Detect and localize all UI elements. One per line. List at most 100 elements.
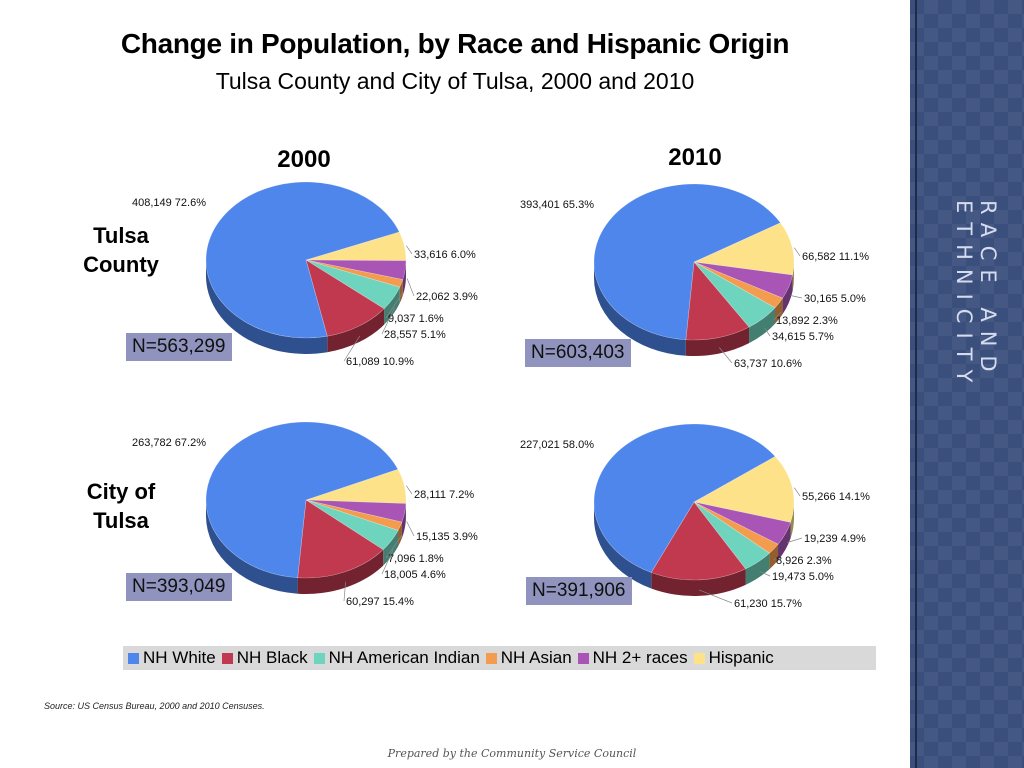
sidebar-panel <box>910 0 1024 768</box>
legend-swatch <box>485 652 497 664</box>
data-label-nh-american-indian: 18,005 4.6% <box>384 569 446 581</box>
data-label-nh-2-races: 22,062 3.9% <box>416 291 478 303</box>
pie-slice-nh-asian <box>693 501 779 554</box>
pie-slice-hispanic <box>305 468 407 504</box>
pie-slice-nh-black <box>685 261 750 341</box>
legend-label: NH White <box>143 648 216 667</box>
data-label-nh-black: 63,737 10.6% <box>734 358 802 370</box>
chart-title: Change in Population, by Race and Hispan… <box>120 28 790 59</box>
leader-line <box>406 485 413 495</box>
legend-item-nh-american-indian: NH American Indian <box>313 648 480 668</box>
data-label-nh-2-races: 19,239 4.9% <box>804 533 866 545</box>
chart-legend: NH White NH Black NH American Indian NH … <box>123 646 876 670</box>
pie-slice-nh-white <box>593 183 781 341</box>
pie-side-hispanic <box>792 262 794 291</box>
data-label-hispanic: 55,266 14.1% <box>802 491 870 503</box>
data-label-nh-white: 393,401 65.3% <box>520 199 594 211</box>
pie-side-nh-american-indian <box>749 307 775 344</box>
pie-side-nh-white <box>206 500 298 594</box>
legend-swatch <box>128 652 139 664</box>
data-label-nh-asian: 8,926 2.3% <box>776 555 832 567</box>
data-label-hispanic: 28,111 7.2% <box>414 489 474 501</box>
leader-line <box>787 537 803 543</box>
pie-chart-3: 55,266 14.1% 19,239 4.9% 8,926 2.3% 19,473 … <box>520 423 870 610</box>
pie-slice-nh-white <box>593 423 776 573</box>
pie-side-nh-2-races <box>782 274 793 315</box>
row-header-tulsa-county: Tulsa County <box>83 223 159 277</box>
sidebar-divider <box>915 0 917 768</box>
data-label-nh-american-indian: 34,615 5.7% <box>772 331 834 343</box>
leader-line <box>381 307 396 335</box>
data-label-nh-white: 408,149 72.6% <box>132 197 206 209</box>
legend-swatch <box>313 652 325 664</box>
leader-line <box>773 311 781 321</box>
data-label-nh-black: 61,089 10.9% <box>346 356 414 368</box>
legend-item-hispanic: Hispanic <box>693 648 774 668</box>
data-label-nh-american-indian: 28,557 5.1% <box>384 329 446 341</box>
data-label-nh-2-races: 30,165 5.0% <box>804 293 866 305</box>
leader-line <box>794 247 801 257</box>
pie-slice-nh-2-races <box>693 261 793 299</box>
leader-line <box>406 245 413 255</box>
leader-line <box>381 549 394 575</box>
pie-side-nh-asian <box>399 279 403 304</box>
source-note: Source: US Census Bureau, 2000 and 2010 … <box>44 701 265 711</box>
n-total-county-2000: N=563,299 <box>126 333 232 361</box>
legend-label: NH Asian <box>500 648 572 667</box>
footer-credit: Prepared by the Community Service Counci… <box>387 747 637 760</box>
data-label-hispanic: 66,582 11.1% <box>802 251 869 263</box>
leader-line <box>794 487 801 497</box>
leader-line <box>759 570 771 577</box>
pie-side-nh-white <box>206 260 328 354</box>
leader-line <box>343 581 346 602</box>
data-label-nh-2-races: 15,135 3.9% <box>416 531 478 543</box>
leader-line <box>790 295 803 299</box>
data-label-hispanic: 33,616 6.0% <box>414 249 476 261</box>
pie-side-nh-2-races <box>401 503 406 539</box>
pie-slice-nh-american-indian <box>693 261 776 328</box>
pie-chart-2: 28,111 7.2% 15,135 3.9% 7,096 1.8% 18,005 4… <box>132 421 478 608</box>
data-label-nh-white: 227,021 58.0% <box>520 439 594 451</box>
pie-slice-nh-american-indian <box>305 259 401 310</box>
legend-label: NH American Indian <box>328 648 480 667</box>
pie-slice-nh-2-races <box>693 501 791 545</box>
pie-chart-1: 66,582 11.1% 30,165 5.0% 13,892 2.3% 34,615… <box>520 183 869 370</box>
pie-side-nh-asian <box>769 544 779 570</box>
chart-subtitle: Tulsa County and City of Tulsa, 2000 and… <box>215 68 695 94</box>
legend-item-nh-asian: NH Asian <box>485 648 572 668</box>
legend-swatch <box>577 652 589 664</box>
leader-line <box>385 534 403 559</box>
column-header-2010: 2010 <box>668 144 722 171</box>
pie-side-nh-asian <box>774 298 783 324</box>
legend-item-nh-black: NH Black <box>221 648 308 668</box>
pie-side-nh-2-races <box>402 260 406 296</box>
leader-line <box>764 327 771 337</box>
pie-slice-nh-asian <box>693 261 784 309</box>
pie-slice-nh-asian <box>305 259 404 288</box>
pie-side-nh-black <box>685 327 750 356</box>
pie-side-nh-white <box>593 262 686 356</box>
pie-side-hispanic <box>790 502 794 539</box>
legend-swatch <box>693 652 705 664</box>
pie-slice-hispanic <box>305 231 407 261</box>
pie-slice-nh-asian <box>305 499 403 531</box>
n-total-city-2010: N=391,906 <box>526 577 632 605</box>
data-label-nh-american-indian: 19,473 5.0% <box>772 571 834 583</box>
pie-side-nh-asian <box>398 522 402 547</box>
legend-label: Hispanic <box>708 648 774 667</box>
pie-slice-nh-white <box>205 421 399 579</box>
pie-slice-nh-2-races <box>305 259 407 280</box>
pie-chart-0: 33,616 6.0% 22,062 3.9% 9,037 1.6% 28,557 5… <box>132 181 478 368</box>
pie-side-nh-black <box>297 549 384 594</box>
sidebar-section-title: RACE AND ETHNICITY <box>952 200 1000 392</box>
n-total-city-2000: N=393,049 <box>126 573 232 601</box>
data-label-nh-white: 263,782 67.2% <box>132 437 206 449</box>
leader-line <box>698 589 733 604</box>
pie-slice-nh-black <box>650 501 747 581</box>
pie-slice-hispanic <box>693 456 795 523</box>
legend-label: NH 2+ races <box>592 648 688 667</box>
pie-slice-nh-black <box>297 499 384 579</box>
pie-slice-nh-american-indian <box>693 501 770 570</box>
pie-side-nh-american-indian <box>745 553 770 585</box>
pie-side-nh-black <box>651 568 746 597</box>
